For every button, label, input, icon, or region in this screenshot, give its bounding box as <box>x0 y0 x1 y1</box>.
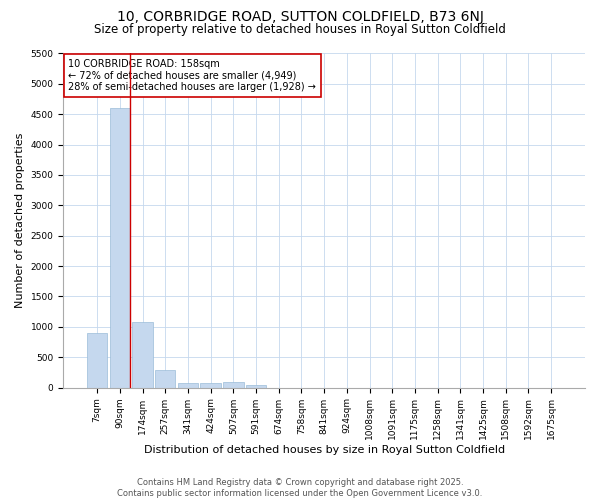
Text: 10, CORBRIDGE ROAD, SUTTON COLDFIELD, B73 6NJ: 10, CORBRIDGE ROAD, SUTTON COLDFIELD, B7… <box>116 10 484 24</box>
Bar <box>155 370 175 388</box>
Bar <box>110 108 130 388</box>
Bar <box>133 322 153 388</box>
Bar <box>246 384 266 388</box>
Bar <box>223 382 244 388</box>
Y-axis label: Number of detached properties: Number of detached properties <box>15 133 25 308</box>
Bar <box>200 382 221 388</box>
X-axis label: Distribution of detached houses by size in Royal Sutton Coldfield: Distribution of detached houses by size … <box>143 445 505 455</box>
Text: 10 CORBRIDGE ROAD: 158sqm
← 72% of detached houses are smaller (4,949)
28% of se: 10 CORBRIDGE ROAD: 158sqm ← 72% of detac… <box>68 58 316 92</box>
Bar <box>87 333 107 388</box>
Text: Size of property relative to detached houses in Royal Sutton Coldfield: Size of property relative to detached ho… <box>94 22 506 36</box>
Bar <box>178 382 198 388</box>
Text: Contains HM Land Registry data © Crown copyright and database right 2025.
Contai: Contains HM Land Registry data © Crown c… <box>118 478 482 498</box>
